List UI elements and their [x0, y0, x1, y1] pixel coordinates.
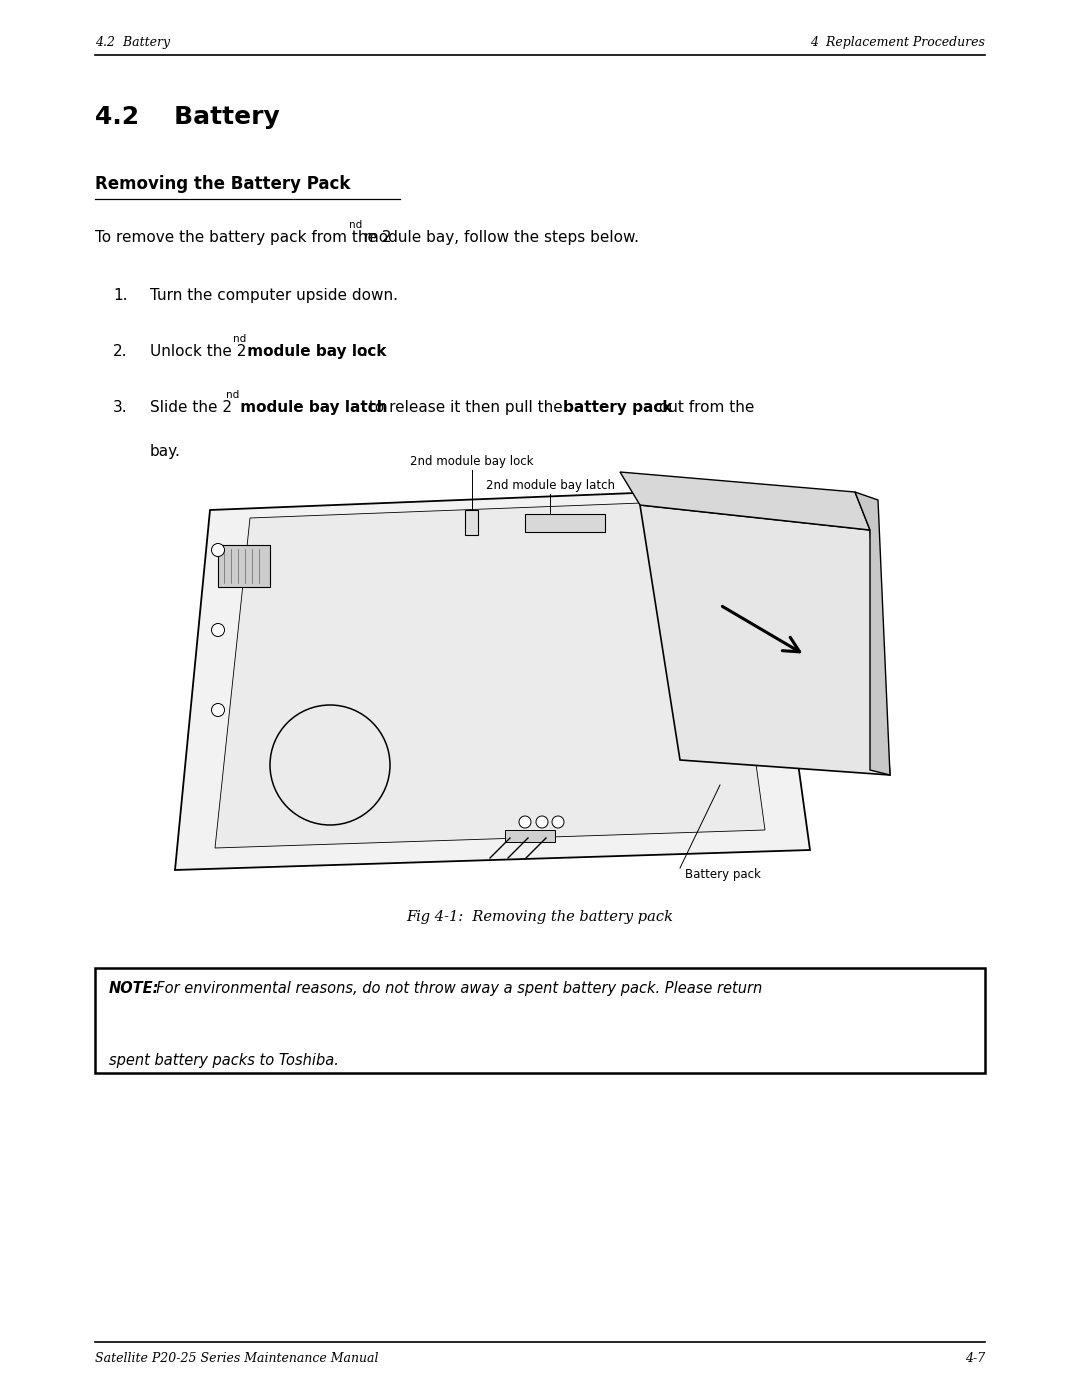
Bar — [465, 510, 478, 535]
Text: .: . — [363, 344, 367, 359]
Bar — [505, 830, 555, 842]
Polygon shape — [640, 504, 890, 775]
Circle shape — [519, 816, 531, 828]
Text: 2.: 2. — [113, 344, 127, 359]
Text: nd: nd — [349, 219, 363, 231]
Circle shape — [212, 623, 225, 637]
FancyBboxPatch shape — [95, 968, 985, 1073]
Text: Battery pack: Battery pack — [685, 868, 761, 882]
Text: Unlock the 2: Unlock the 2 — [150, 344, 246, 359]
Text: 4-7: 4-7 — [964, 1352, 985, 1365]
Circle shape — [212, 543, 225, 556]
Polygon shape — [855, 492, 890, 775]
Text: module bay, follow the steps below.: module bay, follow the steps below. — [359, 231, 638, 244]
Polygon shape — [620, 472, 870, 529]
Bar — [218, 545, 270, 587]
Text: 4.2    Battery: 4.2 Battery — [95, 105, 280, 129]
Text: NOTE:: NOTE: — [109, 981, 160, 996]
Text: module bay lock: module bay lock — [242, 344, 387, 359]
Polygon shape — [215, 500, 765, 848]
Text: 4  Replacement Procedures: 4 Replacement Procedures — [810, 36, 985, 49]
Text: Turn the computer upside down.: Turn the computer upside down. — [150, 288, 399, 303]
Text: 2nd module bay latch: 2nd module bay latch — [486, 479, 615, 492]
Text: battery pack: battery pack — [563, 400, 673, 415]
Text: nd: nd — [232, 334, 246, 344]
Text: spent battery packs to Toshiba.: spent battery packs to Toshiba. — [109, 1053, 339, 1067]
Text: to release it then pull the: to release it then pull the — [364, 400, 567, 415]
Bar — [525, 514, 605, 532]
Circle shape — [552, 816, 564, 828]
Text: Satellite P20-25 Series Maintenance Manual: Satellite P20-25 Series Maintenance Manu… — [95, 1352, 378, 1365]
Text: For environmental reasons, do not throw away a spent battery pack. Please return: For environmental reasons, do not throw … — [147, 981, 762, 996]
Circle shape — [536, 816, 548, 828]
Text: Fig 4-1:  Removing the battery pack: Fig 4-1: Removing the battery pack — [406, 909, 674, 923]
Polygon shape — [175, 488, 810, 870]
Text: bay.: bay. — [150, 444, 180, 460]
Text: 2nd module bay lock: 2nd module bay lock — [410, 455, 534, 468]
Text: 1.: 1. — [113, 288, 127, 303]
Text: Removing the Battery Pack: Removing the Battery Pack — [95, 175, 350, 193]
Text: To remove the battery pack from the 2: To remove the battery pack from the 2 — [95, 231, 391, 244]
Circle shape — [212, 704, 225, 717]
Text: 3.: 3. — [113, 400, 127, 415]
Text: out from the: out from the — [653, 400, 754, 415]
Text: 4.2  Battery: 4.2 Battery — [95, 36, 171, 49]
Text: nd: nd — [226, 390, 239, 400]
Text: Slide the 2: Slide the 2 — [150, 400, 232, 415]
Text: module bay latch: module bay latch — [235, 400, 388, 415]
